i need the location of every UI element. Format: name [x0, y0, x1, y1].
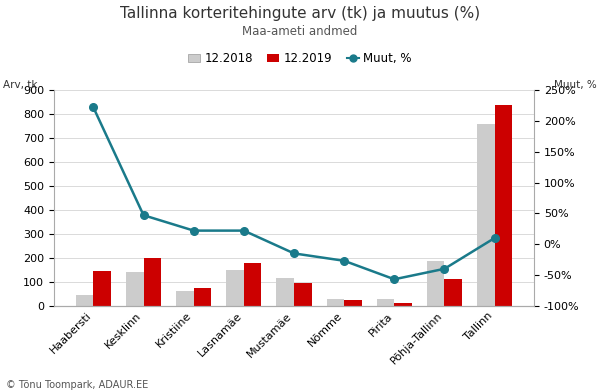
- Muut, %: [391, 277, 398, 281]
- Line: Muut, %: Muut, %: [89, 103, 499, 283]
- Text: Maa-ameti andmed: Maa-ameti andmed: [242, 25, 358, 38]
- Bar: [76, 295, 94, 306]
- Muut, %: [441, 267, 448, 271]
- Bar: [94, 271, 111, 306]
- Bar: [377, 299, 394, 306]
- Muut, %: [140, 213, 147, 218]
- Bar: [494, 105, 512, 306]
- Text: Tallinna korteritehingute arv (tk) ja muutus (%): Tallinna korteritehingute arv (tk) ja mu…: [120, 6, 480, 21]
- Text: © Tõnu Toompark, ADAUR.EE: © Tõnu Toompark, ADAUR.EE: [6, 380, 148, 390]
- Bar: [445, 279, 462, 306]
- Bar: [344, 301, 362, 306]
- Bar: [477, 124, 494, 306]
- Bar: [326, 299, 344, 306]
- Bar: [294, 283, 311, 306]
- Text: Arv, tk: Arv, tk: [3, 80, 37, 91]
- Muut, %: [90, 105, 97, 110]
- Bar: [427, 261, 445, 306]
- Muut, %: [341, 258, 348, 263]
- Bar: [277, 278, 294, 306]
- Muut, %: [290, 251, 298, 256]
- Bar: [176, 291, 194, 306]
- Legend: 12.2018, 12.2019, Muut, %: 12.2018, 12.2019, Muut, %: [184, 47, 416, 69]
- Muut, %: [240, 228, 247, 233]
- Bar: [126, 272, 143, 306]
- Bar: [394, 303, 412, 306]
- Bar: [226, 270, 244, 306]
- Bar: [143, 258, 161, 306]
- Muut, %: [491, 236, 498, 240]
- Bar: [244, 263, 262, 306]
- Text: Muut, %: Muut, %: [554, 80, 597, 91]
- Muut, %: [190, 228, 197, 233]
- Bar: [194, 288, 211, 306]
